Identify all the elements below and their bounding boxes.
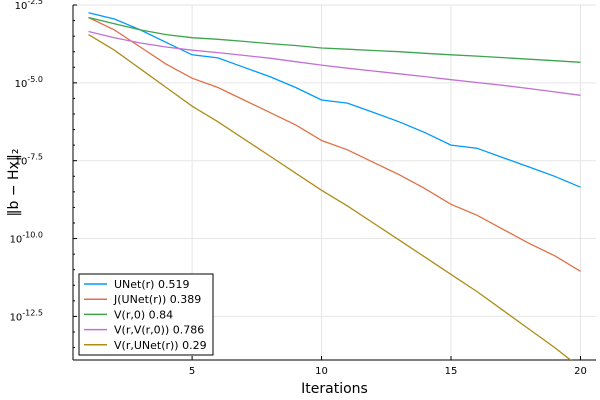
legend-label: V(r,0) 0.84 — [114, 308, 173, 321]
x-tick-label: 20 — [574, 366, 587, 377]
tick-labels: 5 10 15 20 10-2.5 10-5.0 10-7.5 10-10.0 10-12.5 — [10, 0, 587, 377]
series-line — [88, 16, 581, 63]
y-tick-label: 10-5.0 — [15, 75, 43, 90]
x-axis-label: Iterations — [301, 381, 368, 397]
plot-area — [88, 12, 581, 360]
y-axis-label: ‖b − Hx‖₂ — [6, 149, 22, 217]
series-line — [88, 30, 581, 96]
y-tick-label: 10-2.5 — [15, 0, 43, 12]
x-tick-label: 10 — [315, 366, 328, 377]
axes — [72, 4, 596, 361]
x-tick-label: 5 — [189, 366, 195, 377]
y-tick-label: 10-10.0 — [10, 231, 43, 246]
legend-label: V(r,V(r,0)) 0.786 — [114, 324, 204, 337]
legend: UNet(r) 0.519 J(UNet(r)) 0.389 V(r,0) 0.84… — [78, 273, 214, 356]
legend-label: UNet(r) 0.519 — [114, 278, 189, 291]
y-tick-label: 10-12.5 — [10, 308, 43, 323]
series-line — [88, 12, 581, 188]
series-line — [88, 34, 572, 360]
x-tick-label: 15 — [445, 366, 458, 377]
y-tick-label: 10-7.5 — [15, 153, 43, 168]
legend-label: V(r,UNet(r)) 0.29 — [114, 339, 207, 352]
legend-label: J(UNet(r)) 0.389 — [113, 293, 201, 306]
series-lines — [88, 12, 581, 360]
series-line — [88, 16, 581, 272]
